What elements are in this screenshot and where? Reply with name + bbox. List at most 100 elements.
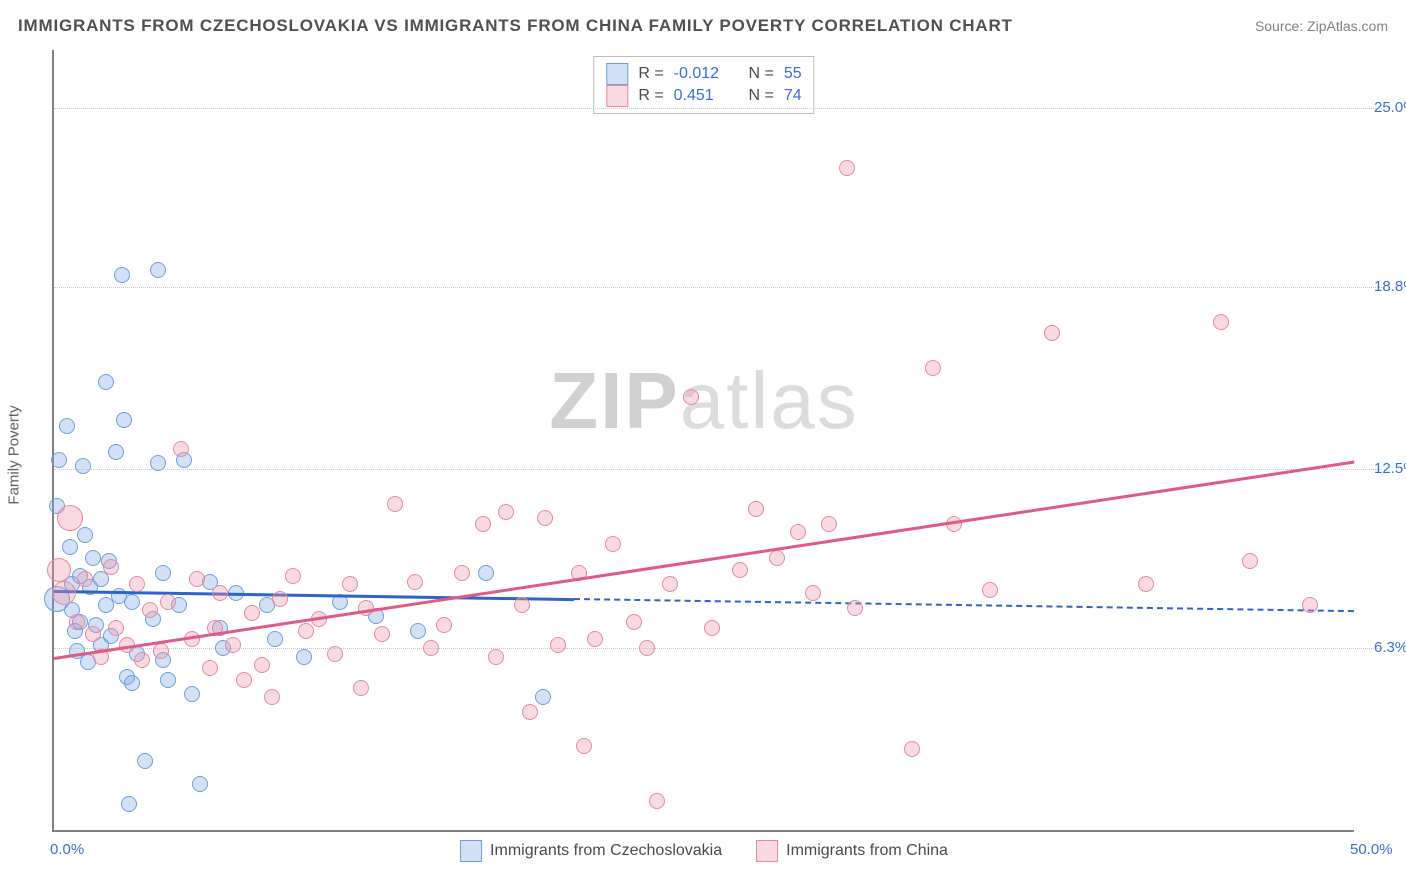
data-point	[155, 565, 171, 581]
data-point	[626, 614, 642, 630]
data-point	[514, 597, 530, 613]
data-point	[108, 444, 124, 460]
y-tick-label: 18.8%	[1374, 278, 1406, 295]
data-point	[537, 510, 553, 526]
data-point	[410, 623, 426, 639]
data-point	[62, 539, 78, 555]
data-point	[153, 643, 169, 659]
y-tick-label: 25.0%	[1374, 99, 1406, 116]
data-point	[52, 581, 76, 605]
data-point	[904, 741, 920, 757]
gridline	[54, 648, 1382, 649]
data-point	[662, 576, 678, 592]
data-point	[839, 160, 855, 176]
chart-container: Family Poverty ZIPatlas R = -0.012 N = 5…	[30, 50, 1380, 860]
data-point	[85, 626, 101, 642]
data-point	[184, 686, 200, 702]
data-point	[847, 600, 863, 616]
legend-series: Immigrants from Czechoslovakia Immigrants…	[460, 840, 948, 862]
data-point	[47, 558, 71, 582]
data-point	[821, 516, 837, 532]
y-axis-label: Family Poverty	[6, 405, 23, 504]
data-point	[982, 582, 998, 598]
trend-line	[574, 598, 1354, 612]
data-point	[1044, 325, 1060, 341]
data-point	[488, 649, 504, 665]
data-point	[77, 571, 93, 587]
data-point	[550, 637, 566, 653]
data-point	[805, 585, 821, 601]
gridline	[54, 469, 1382, 470]
data-point	[1302, 597, 1318, 613]
data-point	[150, 262, 166, 278]
data-point	[790, 524, 806, 540]
data-point	[387, 496, 403, 512]
data-point	[436, 617, 452, 633]
legend-item: Immigrants from Czechoslovakia	[460, 840, 722, 862]
source-credit: Source: ZipAtlas.com	[1255, 18, 1388, 34]
legend-stats-box: R = -0.012 N = 55R = 0.451 N = 74	[593, 56, 814, 114]
data-point	[114, 267, 130, 283]
data-point	[69, 614, 85, 630]
gridline	[54, 287, 1382, 288]
data-point	[748, 501, 764, 517]
legend-label: Immigrants from China	[786, 842, 948, 860]
data-point	[576, 738, 592, 754]
data-point	[75, 458, 91, 474]
y-tick-label: 6.3%	[1374, 639, 1406, 656]
data-point	[160, 672, 176, 688]
data-point	[142, 602, 158, 618]
x-tick-label: 0.0%	[50, 841, 84, 858]
data-point	[267, 631, 283, 647]
data-point	[57, 505, 83, 531]
chart-title: IMMIGRANTS FROM CZECHOSLOVAKIA VS IMMIGR…	[18, 16, 1013, 36]
data-point	[116, 412, 132, 428]
data-point	[1138, 576, 1154, 592]
x-tick-label: 50.0%	[1350, 841, 1393, 858]
legend-item: Immigrants from China	[756, 840, 948, 862]
data-point	[587, 631, 603, 647]
data-point	[244, 605, 260, 621]
data-point	[202, 660, 218, 676]
data-point	[639, 640, 655, 656]
data-point	[535, 689, 551, 705]
data-point	[353, 680, 369, 696]
data-point	[77, 527, 93, 543]
data-point	[254, 657, 270, 673]
data-point	[296, 649, 312, 665]
data-point	[85, 550, 101, 566]
data-point	[498, 504, 514, 520]
data-point	[407, 574, 423, 590]
data-point	[454, 565, 470, 581]
legend-stat-row: R = 0.451 N = 74	[606, 85, 801, 107]
legend-swatch	[606, 85, 628, 107]
data-point	[173, 441, 189, 457]
data-point	[160, 594, 176, 610]
data-point	[298, 623, 314, 639]
data-point	[285, 568, 301, 584]
data-point	[374, 626, 390, 642]
data-point	[192, 776, 208, 792]
data-point	[649, 793, 665, 809]
data-point	[225, 637, 241, 653]
legend-stat-row: R = -0.012 N = 55	[606, 63, 801, 85]
data-point	[683, 389, 699, 405]
data-point	[134, 652, 150, 668]
legend-swatch	[756, 840, 778, 862]
data-point	[327, 646, 343, 662]
data-point	[605, 536, 621, 552]
legend-swatch	[460, 840, 482, 862]
data-point	[423, 640, 439, 656]
legend-swatch	[606, 63, 628, 85]
data-point	[342, 576, 358, 592]
data-point	[522, 704, 538, 720]
data-point	[98, 374, 114, 390]
data-point	[108, 620, 124, 636]
data-point	[1242, 553, 1258, 569]
data-point	[704, 620, 720, 636]
data-point	[124, 675, 140, 691]
data-point	[925, 360, 941, 376]
data-point	[121, 796, 137, 812]
y-tick-label: 12.5%	[1374, 460, 1406, 477]
data-point	[189, 571, 205, 587]
